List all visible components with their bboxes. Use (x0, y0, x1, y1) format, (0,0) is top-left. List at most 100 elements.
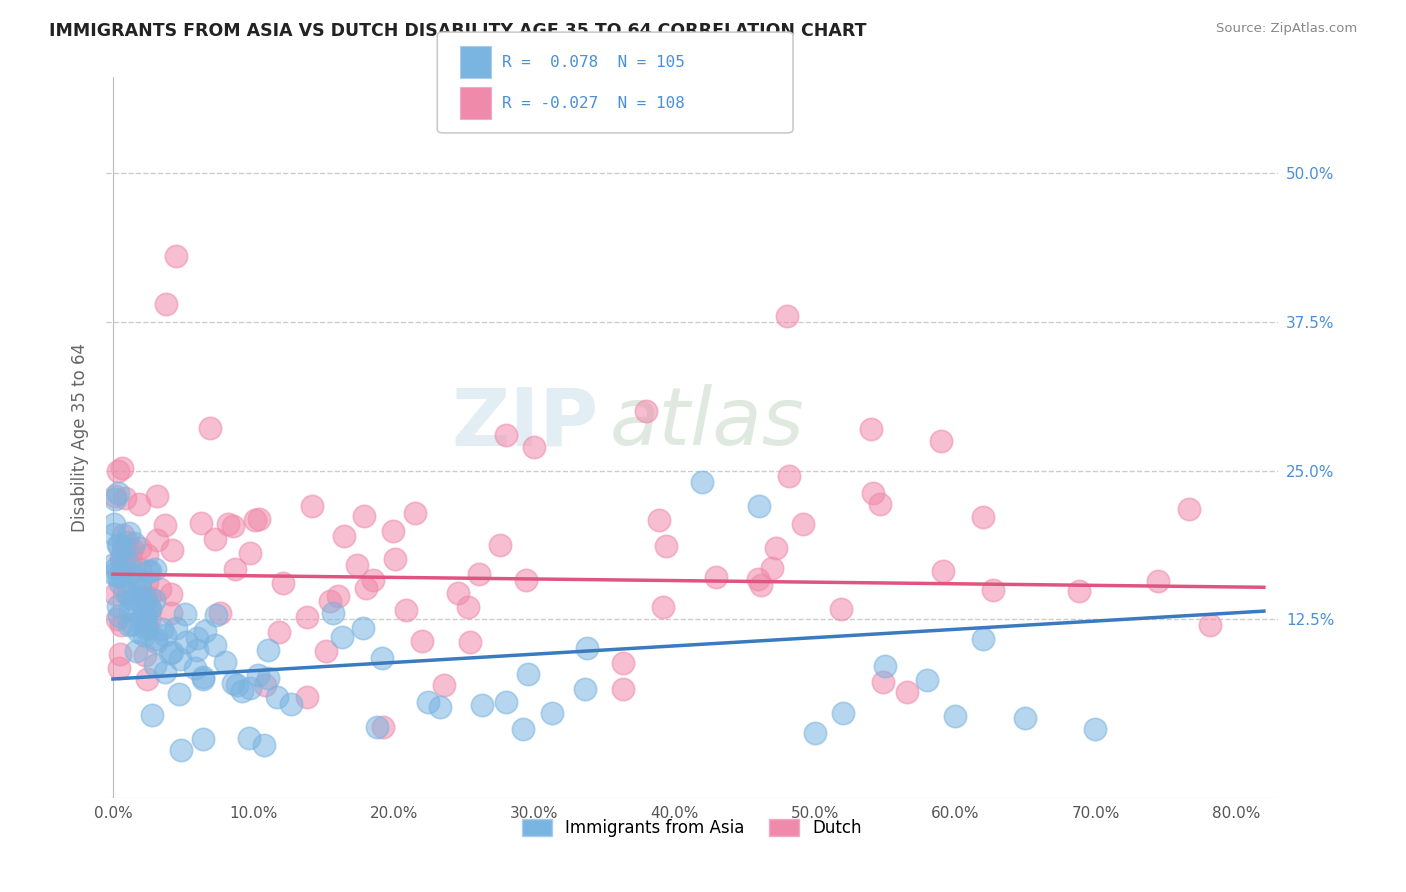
Point (366, 719, 388, 733)
Point (160, 542, 183, 557)
Point (111, 540, 134, 554)
Text: R = -0.027  N = 108: R = -0.027 N = 108 (502, 96, 685, 111)
Y-axis label: Disability Age 35 to 64: Disability Age 35 to 64 (72, 343, 89, 533)
Point (135, 619, 157, 633)
Point (146, 489, 169, 503)
Point (160, 645, 183, 659)
Point (121, 592, 143, 607)
Point (112, 528, 135, 542)
Point (108, 661, 131, 675)
Point (636, 404, 658, 418)
Point (523, 440, 546, 454)
Legend: Immigrants from Asia, Dutch: Immigrants from Asia, Dutch (515, 813, 869, 844)
Point (191, 672, 214, 686)
Point (765, 541, 787, 556)
Point (117, 556, 139, 570)
Point (256, 671, 278, 685)
Point (652, 599, 675, 614)
Point (155, 518, 177, 533)
Point (246, 667, 269, 681)
Point (107, 599, 129, 613)
Point (873, 659, 896, 673)
Point (273, 576, 295, 591)
Point (328, 589, 350, 603)
Point (159, 646, 181, 660)
Point (155, 297, 177, 311)
Point (267, 624, 290, 639)
Point (612, 657, 634, 671)
Point (458, 634, 481, 648)
Point (110, 551, 132, 566)
Point (111, 554, 134, 568)
Point (139, 564, 162, 578)
Point (243, 513, 266, 527)
Point (382, 524, 405, 538)
Point (110, 618, 132, 632)
Point (862, 486, 884, 500)
Point (495, 695, 517, 709)
Point (150, 622, 173, 636)
Point (111, 460, 134, 475)
Point (169, 652, 191, 666)
Point (107, 486, 129, 500)
Point (1084, 722, 1107, 736)
Point (247, 511, 270, 525)
Point (776, 309, 799, 323)
Point (361, 574, 384, 588)
Point (131, 613, 153, 627)
Text: ZIP: ZIP (451, 384, 598, 462)
Point (859, 422, 882, 436)
Point (356, 581, 378, 595)
Point (1014, 711, 1036, 725)
Point (135, 592, 157, 607)
Point (125, 591, 148, 606)
Point (139, 601, 162, 615)
Point (1146, 574, 1168, 588)
Point (830, 602, 852, 616)
Point (103, 567, 125, 582)
Point (111, 549, 134, 563)
Point (749, 577, 772, 591)
Point (692, 475, 714, 490)
Point (141, 707, 163, 722)
Point (943, 708, 966, 723)
Point (512, 722, 534, 736)
Point (125, 570, 148, 584)
Point (204, 607, 226, 622)
Point (121, 541, 143, 556)
Point (748, 500, 770, 514)
Point (138, 613, 160, 627)
Point (373, 720, 395, 734)
Point (169, 687, 191, 701)
Point (239, 681, 262, 695)
Point (471, 698, 494, 712)
Point (121, 617, 143, 632)
Point (114, 585, 136, 599)
Point (333, 529, 356, 543)
Point (193, 731, 215, 746)
Point (222, 676, 245, 690)
Point (128, 497, 150, 511)
Point (134, 628, 156, 642)
Point (253, 738, 276, 752)
Point (647, 513, 669, 527)
Point (280, 697, 302, 711)
Point (118, 618, 141, 632)
Point (972, 509, 994, 524)
Point (174, 607, 197, 622)
Point (319, 594, 342, 608)
Point (1178, 502, 1201, 516)
Point (104, 491, 127, 506)
Point (143, 562, 166, 576)
Point (704, 570, 727, 584)
Point (145, 635, 167, 649)
Point (831, 706, 853, 721)
Point (257, 643, 280, 657)
Point (612, 681, 634, 696)
Point (145, 632, 167, 647)
Point (330, 631, 353, 645)
Point (105, 612, 128, 626)
Point (135, 574, 157, 589)
Point (128, 583, 150, 598)
Point (135, 672, 157, 686)
